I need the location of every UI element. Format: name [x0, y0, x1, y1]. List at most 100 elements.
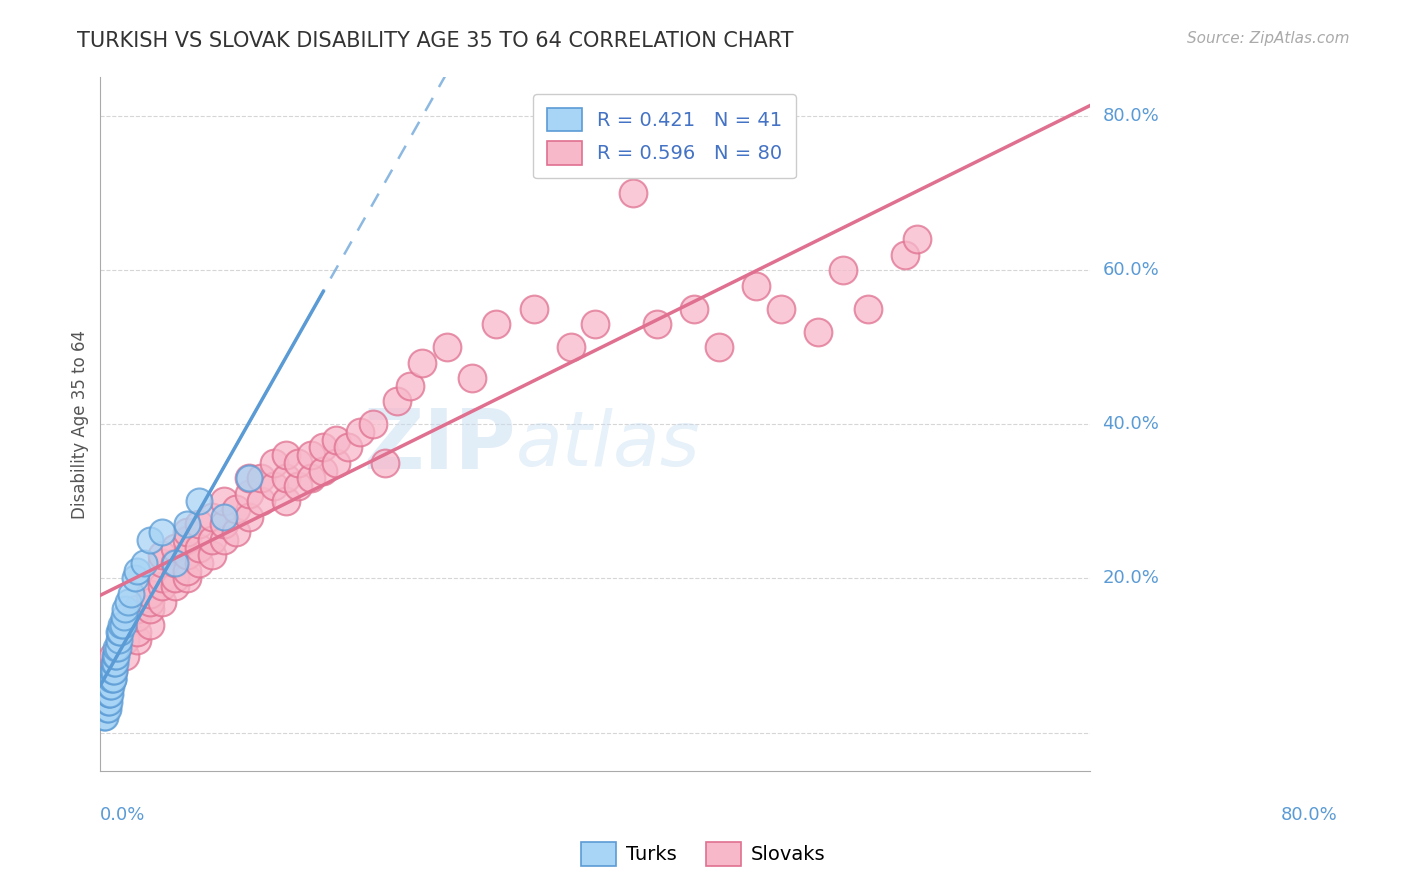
Point	[621, 186, 644, 200]
Point	[645, 317, 668, 331]
Point	[387, 394, 409, 409]
Point	[108, 625, 131, 640]
Point	[361, 417, 384, 432]
Point	[139, 587, 162, 601]
Point	[114, 648, 136, 663]
Point	[263, 456, 285, 470]
Point	[104, 657, 127, 671]
Point	[238, 471, 260, 485]
Point	[176, 564, 198, 578]
Point	[101, 648, 124, 663]
Point	[114, 633, 136, 648]
Point	[212, 509, 235, 524]
Point	[94, 710, 117, 724]
Legend: Turks, Slovaks: Turks, Slovaks	[574, 834, 832, 873]
Text: 60.0%: 60.0%	[1102, 261, 1159, 279]
Point	[374, 456, 396, 470]
Point	[250, 471, 273, 485]
Point	[212, 533, 235, 547]
Point	[127, 564, 149, 578]
Point	[176, 571, 198, 585]
Point	[398, 378, 420, 392]
Point	[212, 517, 235, 532]
Point	[163, 541, 186, 555]
Point	[336, 441, 359, 455]
Point	[225, 525, 247, 540]
Point	[139, 617, 162, 632]
Point	[312, 464, 335, 478]
Point	[108, 633, 131, 648]
Point	[770, 301, 793, 316]
Point	[163, 571, 186, 585]
Point	[745, 278, 768, 293]
Text: Source: ZipAtlas.com: Source: ZipAtlas.com	[1187, 31, 1350, 46]
Point	[287, 479, 309, 493]
Text: 80.0%: 80.0%	[1102, 107, 1159, 125]
Point	[110, 617, 132, 632]
Point	[127, 602, 149, 616]
Point	[287, 456, 309, 470]
Point	[139, 533, 162, 547]
Point	[188, 494, 211, 508]
Point	[807, 325, 830, 339]
Text: atlas: atlas	[516, 409, 700, 482]
Point	[238, 509, 260, 524]
Point	[349, 425, 371, 439]
Point	[485, 317, 508, 331]
Point	[238, 486, 260, 500]
Point	[112, 610, 135, 624]
Point	[105, 648, 128, 663]
Text: TURKISH VS SLOVAK DISABILITY AGE 35 TO 64 CORRELATION CHART: TURKISH VS SLOVAK DISABILITY AGE 35 TO 6…	[77, 31, 794, 51]
Point	[436, 340, 458, 354]
Point	[225, 502, 247, 516]
Point	[201, 533, 224, 547]
Point	[176, 533, 198, 547]
Point	[163, 579, 186, 593]
Point	[150, 525, 173, 540]
Point	[238, 471, 260, 485]
Point	[97, 695, 120, 709]
Point	[201, 509, 224, 524]
Point	[93, 710, 115, 724]
Point	[905, 232, 928, 246]
Point	[201, 549, 224, 563]
Point	[856, 301, 879, 316]
Point	[411, 356, 433, 370]
Point	[103, 664, 125, 678]
Text: ZIP: ZIP	[364, 405, 516, 485]
Point	[150, 579, 173, 593]
Point	[263, 479, 285, 493]
Point	[274, 494, 297, 508]
Point	[176, 525, 198, 540]
Point	[522, 301, 544, 316]
Point	[100, 672, 122, 686]
Point	[101, 672, 124, 686]
Point	[101, 664, 124, 678]
Point	[124, 571, 146, 585]
Point	[139, 602, 162, 616]
Point	[176, 549, 198, 563]
Point	[98, 695, 121, 709]
Point	[299, 448, 322, 462]
Point	[894, 248, 917, 262]
Point	[325, 433, 347, 447]
Point	[560, 340, 582, 354]
Point	[163, 556, 186, 570]
Point	[114, 602, 136, 616]
Point	[150, 549, 173, 563]
Point	[150, 594, 173, 608]
Point	[709, 340, 731, 354]
Point	[150, 556, 173, 570]
Point	[98, 687, 121, 701]
Point	[188, 556, 211, 570]
Point	[832, 263, 855, 277]
Text: 20.0%: 20.0%	[1102, 569, 1159, 588]
Point	[104, 648, 127, 663]
Legend: R = 0.421   N = 41, R = 0.596   N = 80: R = 0.421 N = 41, R = 0.596 N = 80	[533, 94, 796, 178]
Point	[127, 633, 149, 648]
Point	[100, 679, 122, 693]
Point	[101, 664, 124, 678]
Point	[583, 317, 606, 331]
Point	[98, 687, 121, 701]
Point	[98, 679, 121, 693]
